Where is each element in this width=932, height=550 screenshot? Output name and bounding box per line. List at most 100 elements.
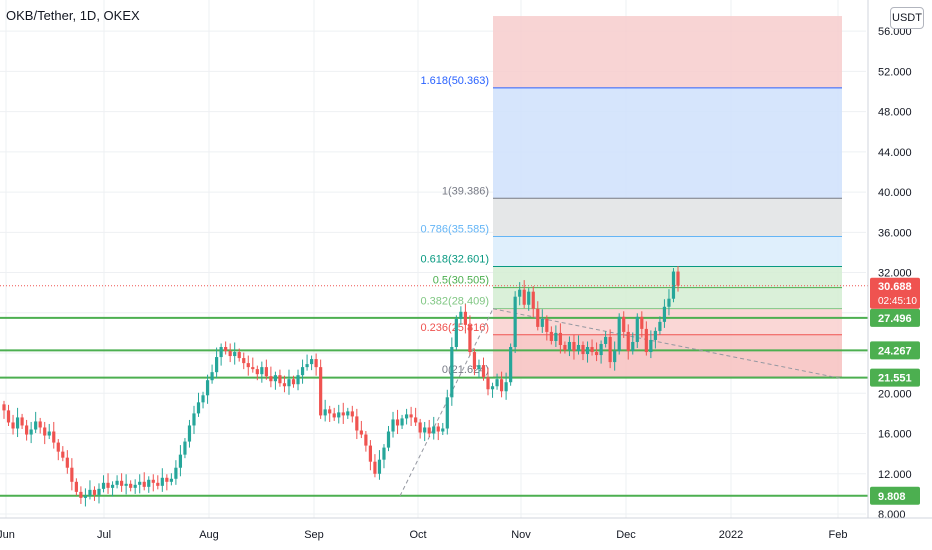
candle-body	[608, 336, 612, 363]
candle-body	[251, 367, 255, 370]
candle-body	[576, 344, 581, 352]
candle-body	[260, 367, 264, 375]
candle-body	[237, 352, 241, 359]
candle-body	[29, 429, 33, 435]
candle-body	[554, 332, 558, 341]
candle-body	[65, 457, 69, 468]
candle-body	[590, 347, 594, 353]
x-tick-label: Sep	[304, 529, 324, 541]
candle-body	[115, 480, 119, 485]
candle-body	[151, 479, 155, 483]
candle-body	[296, 375, 300, 385]
candle-body	[355, 416, 359, 431]
candle-body	[599, 343, 603, 356]
candle-body	[337, 412, 341, 418]
candle-body	[328, 409, 332, 414]
candle-body	[101, 482, 106, 489]
candle-body	[563, 344, 567, 351]
candle-body	[305, 364, 309, 368]
candle-body	[215, 357, 219, 373]
candle-body	[504, 382, 508, 392]
candle-body	[11, 422, 15, 429]
candle-body	[531, 291, 535, 309]
x-tick-label: Jul	[97, 529, 111, 541]
candle-body	[658, 321, 662, 331]
candle-body	[350, 411, 354, 417]
y-tick-label: 40.000	[878, 187, 912, 199]
fib-zone	[493, 236, 842, 267]
candle-body	[255, 369, 259, 375]
candle-body	[391, 419, 395, 432]
x-tick-label: Feb	[829, 529, 848, 541]
candle-body	[432, 426, 436, 434]
x-tick-label: Aug	[199, 529, 219, 541]
candle-body	[622, 316, 626, 332]
candle-body	[522, 289, 526, 305]
candle-body	[282, 383, 287, 387]
time-axis: Jun Jul Aug Sep Oct Nov Dec 2022 Feb	[0, 517, 932, 541]
candle-body	[341, 412, 345, 416]
candle-body	[427, 427, 431, 434]
candle-body	[83, 495, 88, 498]
support-lines	[0, 316, 868, 497]
candle-body	[323, 409, 327, 416]
current-price-badge-bg	[870, 277, 920, 309]
fib-level-label: 1(39.386)	[442, 185, 489, 197]
y-tick-label: 32.000	[878, 268, 912, 280]
candle-body	[604, 336, 608, 344]
candle-body	[15, 417, 20, 429]
candle-body	[70, 467, 74, 482]
fib-zone-1	[493, 198, 842, 237]
candle-body	[309, 359, 314, 365]
candle-body	[414, 417, 418, 423]
candle-body	[653, 330, 657, 340]
candle-body	[25, 425, 29, 435]
y-tick-label: 56.000	[878, 26, 912, 38]
candle-body	[38, 421, 42, 428]
y-tick-label: 8.000	[878, 509, 906, 521]
candle-body	[174, 467, 178, 479]
candle-body	[178, 454, 183, 468]
candle-body	[364, 434, 368, 446]
candle-body	[187, 425, 192, 442]
fib-level-label: 0.618(32.601)	[421, 254, 490, 266]
candle-body	[97, 488, 101, 495]
y-tick-label: 20.000	[878, 388, 912, 400]
candle-body	[147, 479, 151, 487]
candle-body	[124, 483, 128, 486]
candle-body	[169, 478, 173, 482]
candle-body	[477, 365, 481, 370]
x-tick-label: Oct	[409, 529, 426, 541]
candle-body	[47, 431, 51, 436]
candlesticks	[2, 266, 680, 507]
candle-body	[273, 375, 278, 382]
support-price-badge-bg	[870, 341, 920, 360]
candle-body	[671, 271, 676, 299]
currency-button[interactable]: USDT	[890, 7, 924, 29]
candle-body	[56, 442, 60, 452]
support-price-badge-bg	[870, 486, 920, 505]
candle-body	[418, 422, 422, 433]
candle-body	[183, 441, 187, 455]
candle-body	[110, 484, 115, 488]
candle-body	[572, 341, 576, 352]
candle-body	[210, 372, 214, 381]
candle-body	[454, 318, 458, 348]
resistance-trend-line	[492, 308, 841, 379]
candle-body	[486, 377, 490, 390]
candle-body	[368, 445, 373, 462]
trend-lines	[399, 308, 841, 497]
candle-body	[246, 363, 250, 368]
candle-body	[228, 351, 232, 357]
countdown-badge: 02:45:10	[878, 296, 917, 307]
candle-body	[133, 484, 137, 488]
candle-body	[540, 318, 544, 327]
support-price-badge: 9.808	[878, 491, 906, 503]
candle-body	[138, 481, 142, 485]
candle-body	[74, 481, 78, 492]
candle-body	[287, 379, 291, 387]
candle-body	[242, 358, 246, 364]
candle-body	[649, 339, 653, 353]
y-tick-label: 48.000	[878, 107, 912, 119]
